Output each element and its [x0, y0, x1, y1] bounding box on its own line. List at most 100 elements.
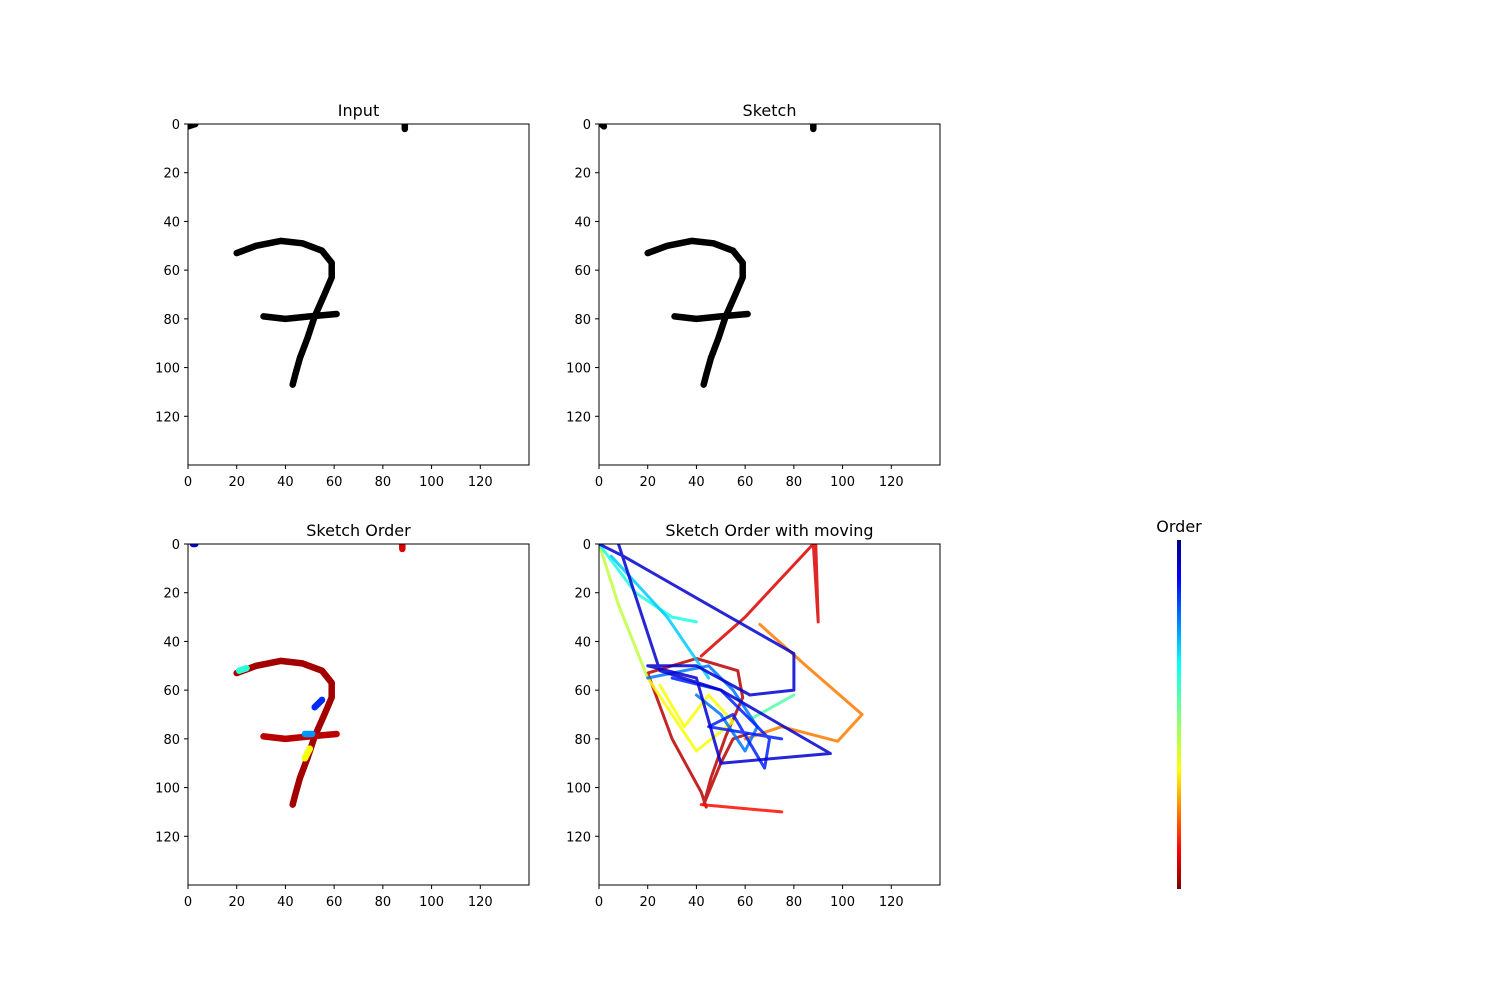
y-tick-label: 60 — [163, 684, 180, 699]
y-tick-label: 80 — [163, 733, 180, 748]
stroke — [699, 803, 784, 814]
x-tick-label: 0 — [595, 895, 603, 910]
x-tick-label: 100 — [419, 475, 444, 490]
y-tick-label: 40 — [574, 215, 591, 230]
stroke — [743, 622, 864, 743]
x-tick-label: 80 — [786, 475, 803, 490]
y-tick-label: 60 — [574, 684, 591, 699]
y-tick-label: 80 — [574, 733, 591, 748]
x-axis: 0 20 40 60 80 100 120 — [595, 885, 904, 910]
y-axis: 0 20 40 60 80 100 120 — [155, 118, 188, 425]
colorbar-gradient — [1177, 540, 1181, 889]
x-tick-label: 60 — [326, 895, 343, 910]
stroke — [671, 310, 751, 323]
stroke — [301, 745, 314, 762]
stroke — [235, 664, 250, 674]
stroke — [233, 237, 335, 388]
x-tick-label: 40 — [277, 895, 294, 910]
panel-title: Sketch Order with moving — [665, 521, 873, 540]
x-tick-label: 80 — [375, 895, 392, 910]
colorbar-title: Order — [1156, 517, 1202, 536]
stroke-layer — [189, 544, 406, 808]
stroke — [599, 544, 698, 624]
panel-title: Input — [338, 101, 379, 120]
y-tick-label: 0 — [172, 538, 180, 553]
y-tick-label: 20 — [163, 587, 180, 602]
y-tick-label: 40 — [163, 215, 180, 230]
y-tick-label: 100 — [155, 782, 180, 797]
y-tick-label: 80 — [163, 313, 180, 328]
y-tick-label: 100 — [566, 782, 591, 797]
x-tick-label: 60 — [737, 475, 754, 490]
y-tick-label: 20 — [574, 587, 591, 602]
y-tick-label: 0 — [583, 118, 591, 133]
x-tick-label: 120 — [879, 475, 904, 490]
plot-background — [188, 124, 529, 465]
x-tick-label: 20 — [639, 895, 656, 910]
x-tick-label: 0 — [184, 895, 192, 910]
x-tick-label: 100 — [830, 895, 855, 910]
plot-background — [599, 544, 940, 885]
y-tick-label: 100 — [155, 362, 180, 377]
y-tick-label: 20 — [163, 167, 180, 182]
y-tick-label: 0 — [172, 118, 180, 133]
x-axis: 0 20 40 60 80 100 120 — [595, 465, 904, 490]
x-tick-label: 80 — [375, 475, 392, 490]
stroke — [599, 544, 832, 765]
y-tick-label: 20 — [574, 167, 591, 182]
panel-sketch: Sketch 0 20 40 60 80 100 120 0 20 40 60 80 100 120 — [566, 101, 941, 490]
y-axis: 0 20 40 60 80 100 120 — [566, 538, 599, 845]
x-tick-label: 80 — [786, 895, 803, 910]
panel-sketch-order-moving: Sketch Order with moving 0 20 40 60 80 100 120… — [566, 521, 941, 910]
y-tick-label: 120 — [155, 830, 180, 845]
x-axis: 0 20 40 60 80 100 120 — [184, 885, 493, 910]
stroke — [748, 693, 796, 721]
x-tick-label: 40 — [688, 475, 705, 490]
x-tick-label: 60 — [326, 475, 343, 490]
x-tick-label: 40 — [688, 895, 705, 910]
x-axis: 0 20 40 60 80 100 120 — [184, 465, 493, 490]
y-axis: 0 20 40 60 80 100 120 — [155, 538, 188, 845]
y-tick-label: 60 — [163, 264, 180, 279]
x-tick-label: 100 — [830, 475, 855, 490]
axes-frame — [598, 123, 941, 466]
plot-background — [188, 544, 529, 885]
stroke-layer — [188, 124, 409, 388]
y-axis: 0 20 40 60 80 100 120 — [566, 118, 599, 425]
panel-sketch-order: Sketch Order 0 20 40 60 80 100 120 0 20 40 60 80 10… — [155, 521, 530, 910]
y-tick-label: 0 — [583, 538, 591, 553]
x-tick-label: 60 — [737, 895, 754, 910]
stroke — [311, 696, 326, 711]
panel-input: Input 0 20 40 60 80 100 120 0 20 40 60 80 100 120 — [155, 101, 530, 490]
axes-frame — [187, 543, 530, 886]
stroke — [260, 730, 340, 743]
x-tick-label: 40 — [277, 475, 294, 490]
y-tick-label: 120 — [566, 410, 591, 425]
x-tick-label: 100 — [419, 895, 444, 910]
stroke — [646, 676, 735, 753]
x-tick-label: 20 — [639, 475, 656, 490]
colorbar: Order — [1156, 517, 1202, 889]
panel-title: Sketch Order — [306, 521, 411, 540]
y-tick-label: 60 — [574, 264, 591, 279]
stroke-layer — [599, 544, 864, 814]
y-tick-label: 40 — [163, 635, 180, 650]
stroke — [599, 544, 650, 680]
y-tick-label: 80 — [574, 313, 591, 328]
y-tick-label: 100 — [566, 362, 591, 377]
x-tick-label: 20 — [228, 475, 245, 490]
x-tick-label: 120 — [468, 475, 493, 490]
axes-frame — [598, 543, 941, 886]
y-tick-label: 120 — [566, 830, 591, 845]
x-tick-label: 20 — [228, 895, 245, 910]
stroke — [644, 237, 746, 388]
stroke — [233, 657, 335, 808]
x-tick-label: 0 — [595, 475, 603, 490]
x-tick-label: 0 — [184, 475, 192, 490]
x-tick-label: 120 — [879, 895, 904, 910]
stroke — [699, 544, 820, 658]
x-tick-label: 120 — [468, 895, 493, 910]
stroke — [260, 310, 340, 323]
axes-frame — [187, 123, 530, 466]
